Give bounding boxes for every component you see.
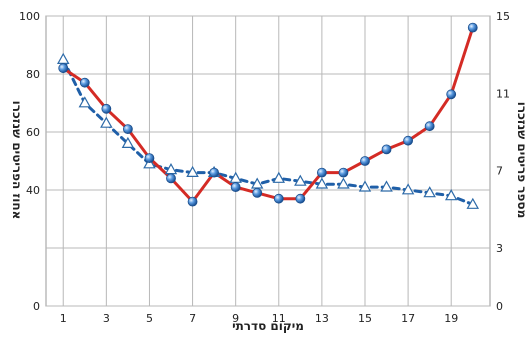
data-point-triangle [143, 157, 156, 169]
data-point-circle [467, 22, 478, 33]
data-point-circle [187, 196, 198, 207]
plot-area [45, 15, 491, 307]
data-point-circle [123, 124, 133, 135]
data-point-triangle [121, 136, 135, 148]
x-tick-label: 11 [272, 312, 286, 325]
y2-tick-label: 3 [496, 242, 503, 255]
data-point-triangle [186, 165, 199, 177]
y2-tick-label: 11 [496, 87, 510, 100]
data-point-triangle [380, 180, 393, 192]
data-point-triangle [401, 183, 415, 195]
y-axis-title: אחוז הפריטים שנזכרו [10, 101, 24, 220]
y2-tick-label: 7 [496, 165, 503, 178]
data-point-triangle [100, 116, 113, 128]
data-point-triangle [466, 197, 480, 209]
data-point-circle [338, 167, 349, 178]
y2-tick-label: 15 [496, 10, 510, 23]
data-point-triangle [78, 96, 92, 108]
y2-tick-label: 0 [496, 300, 503, 313]
data-point-circle [446, 89, 457, 100]
data-point-circle [273, 193, 284, 204]
data-point-circle [424, 121, 435, 132]
y-tick-label: 60 [26, 126, 40, 139]
data-point-circle [79, 77, 90, 88]
data-point-triangle [358, 180, 372, 192]
data-point-circle [295, 193, 306, 204]
x-tick-label: 5 [146, 312, 153, 325]
data-point-circle [360, 156, 370, 166]
y2-tick-labels: 0 3 7 11 15 [496, 10, 510, 313]
x-tick-labels: 1 3 5 7 9 11 13 15 17 19 [60, 312, 458, 325]
y2-axis-title: מספר פריטים שנזכרו [515, 102, 526, 218]
data-point-circle [58, 63, 69, 74]
x-tick-label: 15 [358, 312, 372, 325]
y-tick-label: 0 [33, 300, 40, 313]
x-tick-label: 7 [189, 312, 196, 325]
data-point-triangle [337, 177, 350, 189]
data-point-triangle [272, 171, 286, 183]
data-point-triangle [250, 177, 264, 189]
data-point-circle [403, 135, 413, 146]
series-markers [56, 22, 480, 209]
data-point-circle [381, 144, 392, 155]
x-tick-label: 1 [60, 312, 67, 325]
x-tick-label: 13 [315, 312, 329, 325]
data-point-triangle [423, 186, 436, 198]
data-point-circle [101, 103, 112, 114]
data-point-circle [144, 153, 155, 164]
y-tick-label: 40 [26, 184, 40, 197]
data-point-triangle [444, 189, 458, 201]
x-tick-label: 3 [103, 312, 110, 325]
data-point-triangle [315, 177, 329, 189]
y-tick-labels: 0 40 60 80 100 [19, 10, 40, 313]
x-axis-title: מיקום סדרתי [232, 319, 304, 333]
data-point-triangle [294, 174, 307, 186]
data-point-circle [166, 173, 176, 184]
data-point-circle [252, 187, 263, 198]
y-tick-label: 80 [26, 68, 40, 81]
data-point-circle [209, 167, 220, 178]
data-point-circle [316, 167, 327, 178]
x-tick-label: 17 [401, 312, 415, 325]
x-tick-label: 9 [232, 312, 239, 325]
data-point-circle [230, 182, 241, 193]
y-tick-label: 100 [19, 10, 40, 23]
x-tick-label: 19 [444, 312, 458, 325]
